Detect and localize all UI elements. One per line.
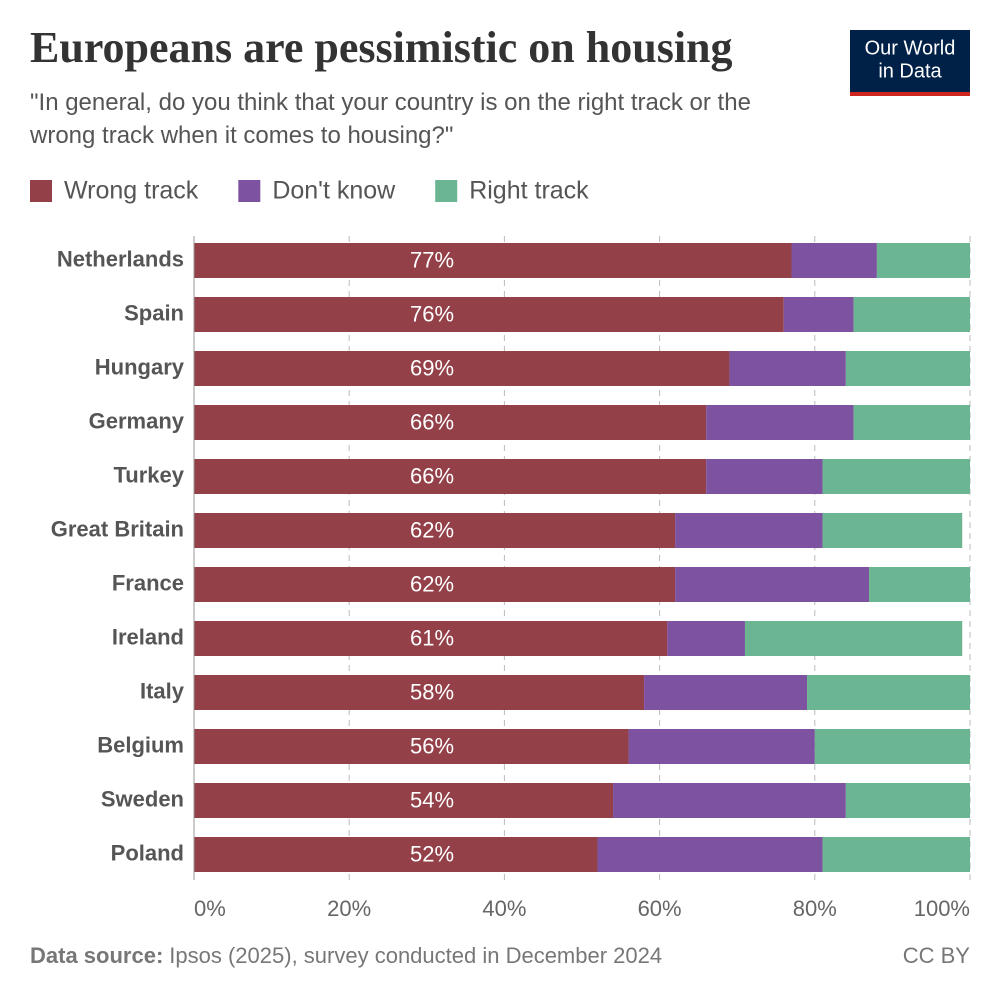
bar-segment xyxy=(814,729,970,764)
value-label: 52% xyxy=(410,841,454,866)
y-tick-label: Poland xyxy=(111,840,184,865)
bar-segment xyxy=(853,297,970,332)
value-label: 58% xyxy=(410,679,454,704)
value-label: 62% xyxy=(410,517,454,542)
x-tick-label: 60% xyxy=(638,896,682,921)
bar-segment xyxy=(675,567,870,602)
legend-label: Don't know xyxy=(272,177,396,205)
bar-segment xyxy=(194,243,792,278)
source: Data source: Ipsos (2025), survey conduct… xyxy=(30,943,662,968)
chart-title: Europeans are pessimistic on housing xyxy=(30,23,733,72)
value-label: 61% xyxy=(410,625,454,650)
y-tick-label: Great Britain xyxy=(51,516,184,541)
value-label: 66% xyxy=(410,463,454,488)
y-tick-label: Sweden xyxy=(101,786,184,811)
y-tick-label: France xyxy=(112,570,184,595)
bar-segment xyxy=(194,297,784,332)
bar-segment xyxy=(194,459,707,494)
y-tick-label: Turkey xyxy=(113,462,184,487)
subtitle: "In general, do you think that your coun… xyxy=(30,89,751,149)
value-label: 69% xyxy=(410,355,454,380)
legend-swatch xyxy=(435,180,458,202)
source-label: Data source: xyxy=(30,943,163,968)
legend-swatch xyxy=(30,180,52,202)
bar-segment xyxy=(822,837,970,872)
logo-text: in Data xyxy=(878,60,942,82)
legend-label: Right track xyxy=(469,177,589,205)
bar-segment xyxy=(876,243,970,278)
bar-segment xyxy=(845,783,970,818)
bar-segment xyxy=(822,459,970,494)
logo-box xyxy=(850,30,970,92)
bar-segment xyxy=(744,621,963,656)
value-label: 62% xyxy=(410,571,454,596)
logo-text: Our World xyxy=(865,37,956,59)
bar-segment xyxy=(667,621,745,656)
bar-segment xyxy=(194,837,598,872)
bar-segment xyxy=(194,729,629,764)
bar-segment xyxy=(783,297,854,332)
x-tick-label: 0% xyxy=(194,896,226,921)
bar-segment xyxy=(791,243,877,278)
value-label: 54% xyxy=(410,787,454,812)
logo-stripe xyxy=(850,92,970,96)
license: CC BY xyxy=(903,943,971,968)
legend-swatch xyxy=(238,180,261,202)
y-tick-label: Netherlands xyxy=(57,246,184,271)
bar-segment xyxy=(675,513,823,548)
y-tick-label: Hungary xyxy=(95,354,185,379)
x-tick-label: 80% xyxy=(793,896,837,921)
y-tick-label: Italy xyxy=(140,678,185,703)
bar-segment xyxy=(706,405,854,440)
y-tick-label: Belgium xyxy=(97,732,184,757)
legend-label: Wrong track xyxy=(64,177,199,205)
bar-segment xyxy=(853,405,970,440)
y-tick-label: Ireland xyxy=(112,624,184,649)
source-text: Ipsos (2025), survey conducted in Decemb… xyxy=(169,943,662,968)
bar-segment xyxy=(628,729,815,764)
value-label: 56% xyxy=(410,733,454,758)
bar-segment xyxy=(869,567,970,602)
y-tick-label: Spain xyxy=(124,300,184,325)
bar-segment xyxy=(822,513,963,548)
bar-segment xyxy=(194,513,676,548)
bar-segment xyxy=(194,783,614,818)
bar-segment xyxy=(706,459,823,494)
bar-segment xyxy=(729,351,846,386)
bar-segment xyxy=(194,621,668,656)
bar-segment xyxy=(194,351,730,386)
y-tick-label: Germany xyxy=(89,408,185,433)
bar-segment xyxy=(597,837,823,872)
bar-segment xyxy=(194,405,707,440)
bar-segment xyxy=(613,783,846,818)
value-label: 76% xyxy=(410,301,454,326)
value-label: 66% xyxy=(410,409,454,434)
x-tick-label: 100% xyxy=(914,896,970,921)
value-label: 77% xyxy=(410,247,454,272)
bar-segment xyxy=(845,351,970,386)
bar-segment xyxy=(194,675,645,710)
bar-segment xyxy=(194,567,676,602)
x-tick-label: 20% xyxy=(327,896,371,921)
bar-segment xyxy=(644,675,808,710)
x-tick-label: 40% xyxy=(482,896,526,921)
bar-segment xyxy=(807,675,970,710)
